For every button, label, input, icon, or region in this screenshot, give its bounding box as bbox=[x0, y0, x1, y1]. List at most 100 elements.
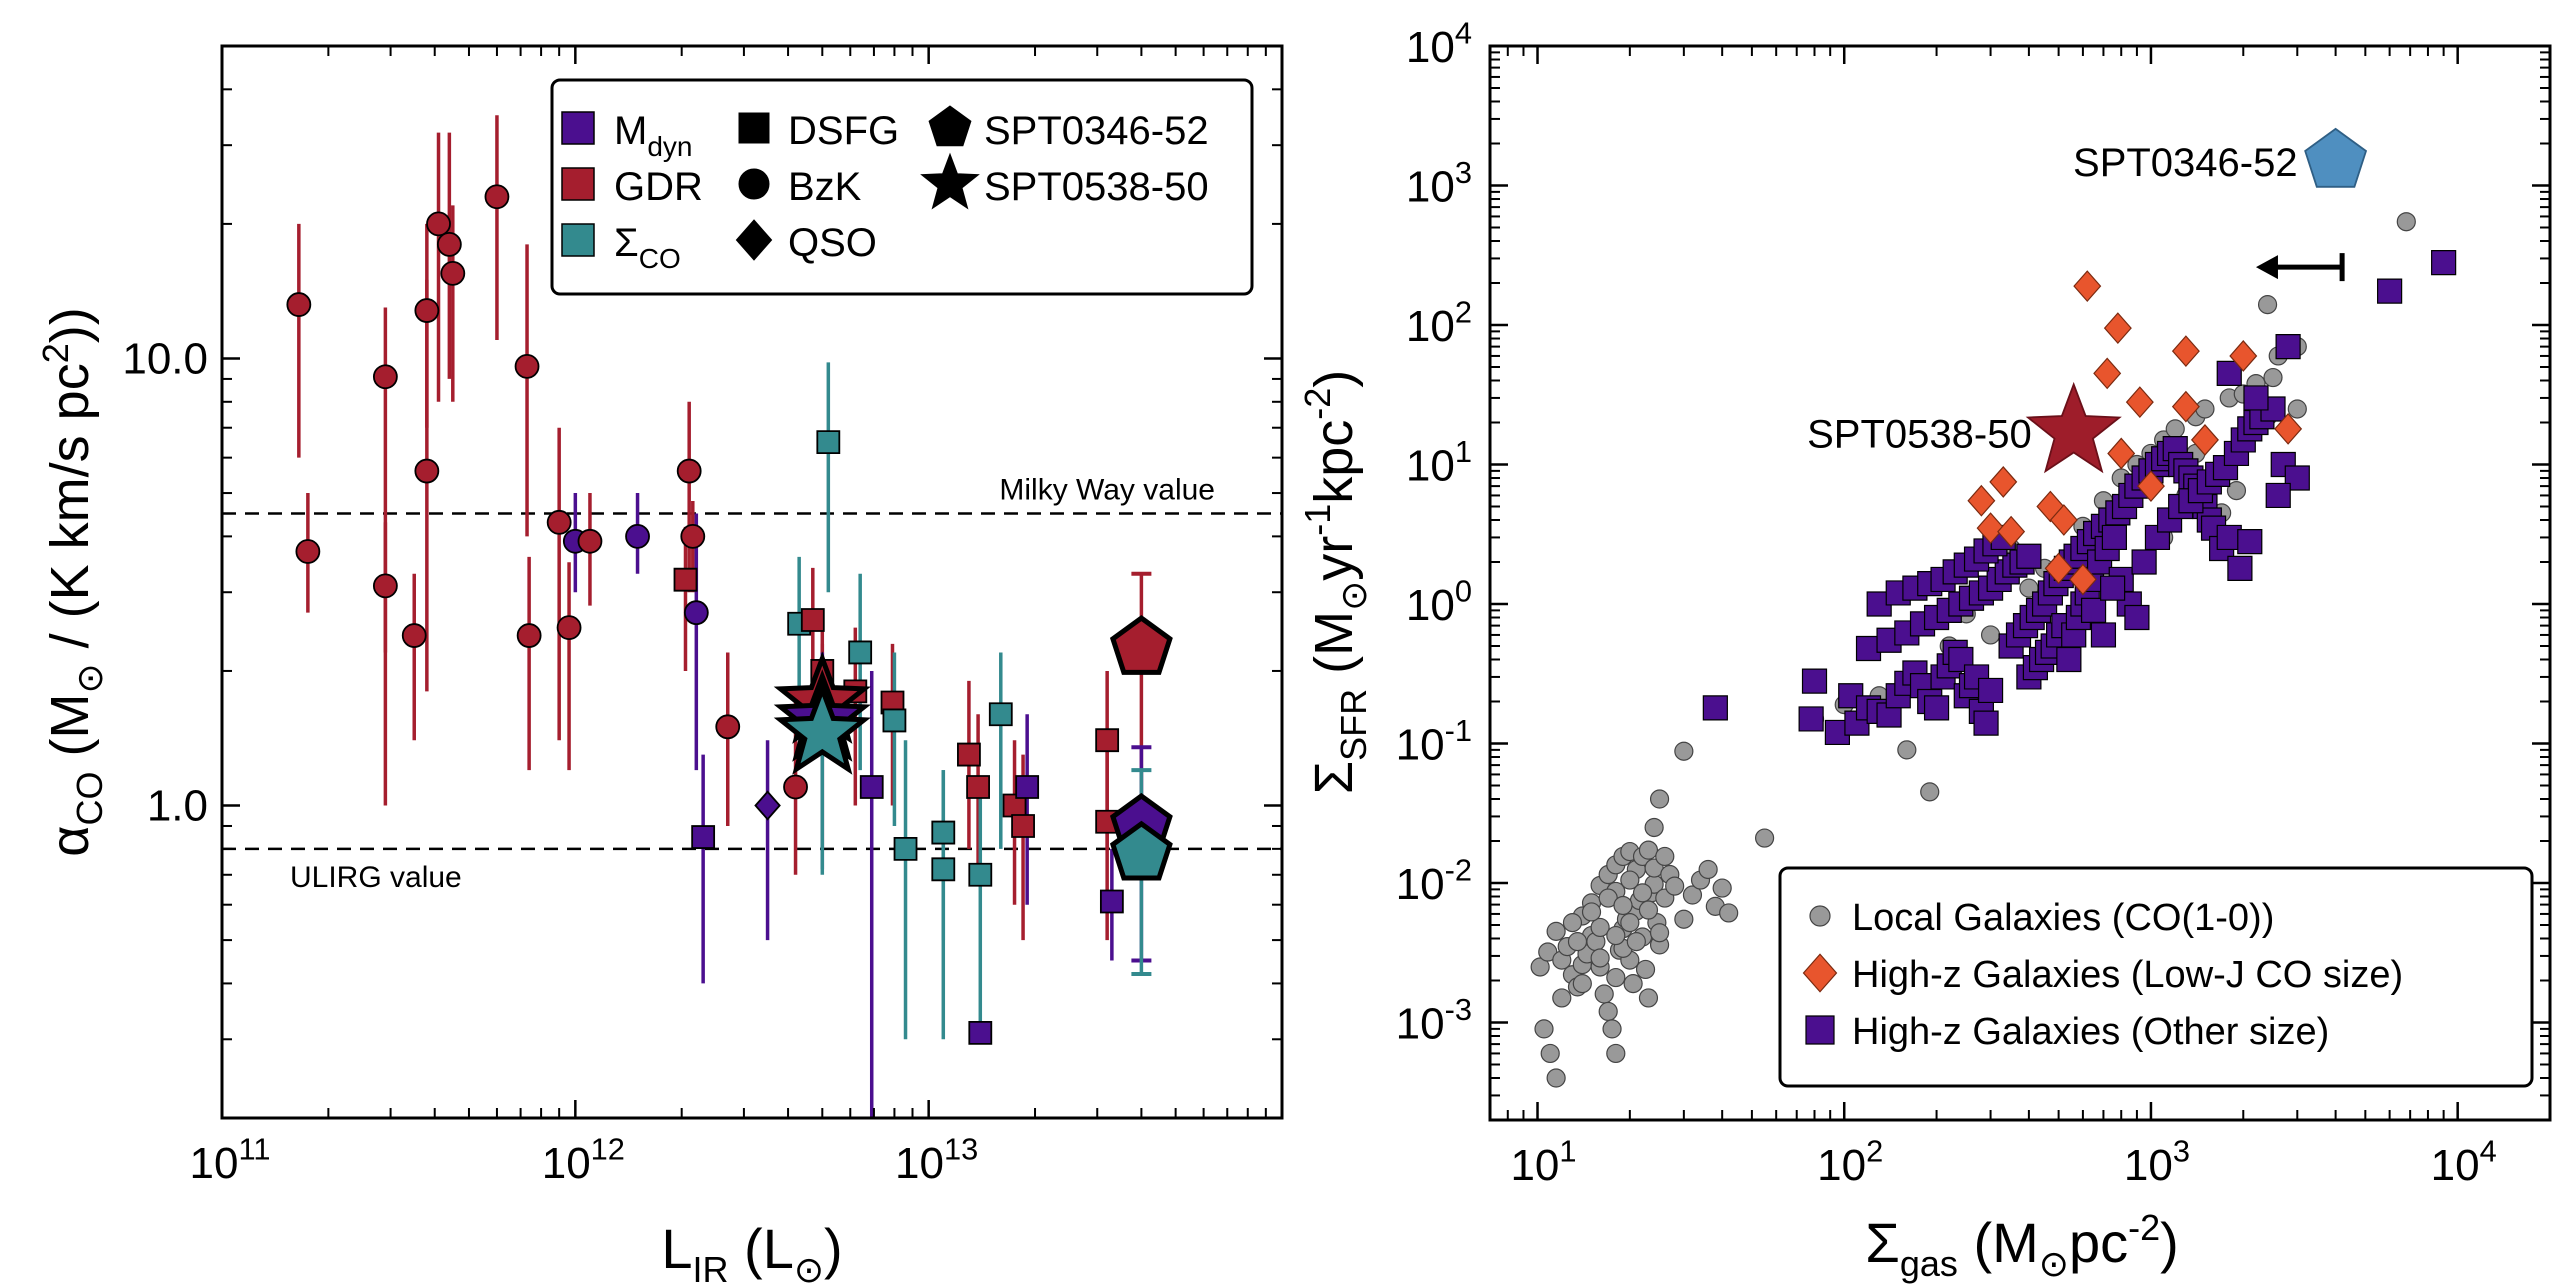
target-marker bbox=[2025, 381, 2122, 474]
data-point bbox=[2265, 482, 2291, 509]
data-point bbox=[2131, 549, 2157, 575]
data-point bbox=[556, 615, 582, 641]
data-point bbox=[1534, 1019, 1554, 1039]
data-point bbox=[1606, 925, 1626, 946]
x-axis-label: Σgas (M⊙pc-2) bbox=[1865, 1207, 2179, 1284]
data-point bbox=[484, 184, 510, 210]
data-point bbox=[783, 774, 808, 800]
data-point bbox=[2229, 340, 2258, 372]
data-point bbox=[1546, 921, 1566, 941]
data-point bbox=[1866, 591, 1892, 617]
data-point bbox=[2237, 529, 2263, 555]
data-point bbox=[1602, 1019, 1622, 1039]
data-point bbox=[2049, 504, 2078, 536]
data-point bbox=[1594, 984, 1614, 1004]
data-point bbox=[1719, 903, 1739, 923]
data-point bbox=[1581, 902, 1602, 922]
data-point bbox=[1649, 923, 1670, 943]
y-tick-label: 103 bbox=[1406, 155, 1472, 211]
y-tick-label: 10.0 bbox=[122, 334, 208, 383]
data-point bbox=[2431, 250, 2457, 276]
data-point bbox=[968, 862, 993, 887]
data-point bbox=[1712, 878, 1732, 898]
data-point bbox=[1623, 974, 1643, 994]
data-point bbox=[1973, 710, 1999, 736]
data-point bbox=[2016, 543, 2042, 569]
data-point bbox=[2263, 367, 2283, 388]
data-point bbox=[1801, 668, 1828, 694]
legend-marker bbox=[738, 168, 770, 200]
x-tick-label: 102 bbox=[1817, 1134, 1883, 1190]
data-point bbox=[2257, 295, 2278, 315]
data-point bbox=[414, 298, 440, 323]
data-point bbox=[2216, 360, 2242, 386]
data-point bbox=[691, 825, 716, 849]
data-point bbox=[2073, 270, 2102, 303]
data-point bbox=[816, 430, 841, 455]
data-point bbox=[1702, 695, 1728, 721]
legend: Local Galaxies (CO(1-0)) High-z Galaxies … bbox=[1778, 866, 2534, 1088]
data-point bbox=[1638, 900, 1659, 920]
data-point bbox=[625, 523, 650, 549]
data-points bbox=[286, 184, 1173, 1045]
data-point bbox=[1824, 719, 1850, 746]
data-point bbox=[2284, 465, 2310, 491]
data-point bbox=[1606, 967, 1626, 988]
legend-label: SPT0538-50 bbox=[984, 165, 1209, 209]
target-marker bbox=[1109, 820, 1173, 881]
data-point bbox=[2165, 419, 2185, 439]
series-other-size bbox=[1702, 250, 2457, 746]
data-point bbox=[295, 539, 321, 564]
data-point bbox=[931, 857, 956, 882]
data-point bbox=[2274, 412, 2303, 445]
data-point bbox=[440, 260, 466, 286]
y-axis-label: αCO (M⊙ / (K km/s pc2)) bbox=[35, 307, 110, 856]
data-point bbox=[2396, 212, 2416, 232]
x-tick-label: 1012 bbox=[542, 1132, 625, 1188]
data-point bbox=[2068, 563, 2097, 596]
reference-line-label: Milky Way value bbox=[999, 474, 1215, 507]
y-tick-label: 10-2 bbox=[1396, 853, 1472, 909]
data-point bbox=[2107, 437, 2136, 470]
data-point bbox=[516, 623, 542, 648]
plot-area bbox=[1530, 127, 2457, 1088]
data-point bbox=[754, 790, 781, 821]
legend-label: ΣCO bbox=[614, 221, 681, 274]
data-point bbox=[1011, 814, 1035, 838]
data-point bbox=[2243, 385, 2269, 411]
data-point bbox=[436, 231, 462, 257]
legend-box bbox=[550, 78, 1254, 296]
data-point bbox=[715, 714, 741, 740]
data-point bbox=[414, 458, 440, 484]
data-point bbox=[931, 820, 956, 845]
data-point bbox=[1626, 932, 1646, 952]
data-point bbox=[1099, 889, 1124, 914]
data-point bbox=[372, 364, 398, 390]
legend-swatch bbox=[561, 223, 595, 257]
data-point bbox=[514, 354, 540, 379]
legend-label: BzK bbox=[788, 165, 862, 209]
data-point bbox=[1855, 635, 1882, 662]
data-point bbox=[1632, 883, 1653, 903]
data-point bbox=[2377, 278, 2403, 304]
legend-label: Mdyn bbox=[614, 109, 692, 162]
legend-marker bbox=[738, 112, 770, 144]
data-point bbox=[1590, 948, 1610, 968]
data-point bbox=[1920, 782, 1940, 802]
data-point bbox=[1674, 909, 1694, 929]
data-point bbox=[2171, 335, 2200, 368]
data-point bbox=[1015, 775, 1040, 799]
data-point bbox=[1620, 913, 1640, 933]
data-point bbox=[1655, 846, 1675, 867]
data-point bbox=[2171, 390, 2200, 423]
x-tick-label: 103 bbox=[2124, 1134, 2190, 1190]
data-point bbox=[1613, 895, 1633, 916]
legend-marker bbox=[920, 152, 980, 210]
legend-label: High-z Galaxies (Low-J CO size) bbox=[1852, 954, 2403, 996]
y-axis-label: ΣSFR (M⊙yr-1kpc-2) bbox=[1297, 370, 1374, 795]
data-point bbox=[1967, 484, 1996, 517]
data-point bbox=[1989, 466, 2018, 498]
y-tick-label: 102 bbox=[1406, 295, 1472, 351]
x-tick-label: 101 bbox=[1510, 1134, 1576, 1190]
data-point bbox=[1590, 917, 1610, 938]
